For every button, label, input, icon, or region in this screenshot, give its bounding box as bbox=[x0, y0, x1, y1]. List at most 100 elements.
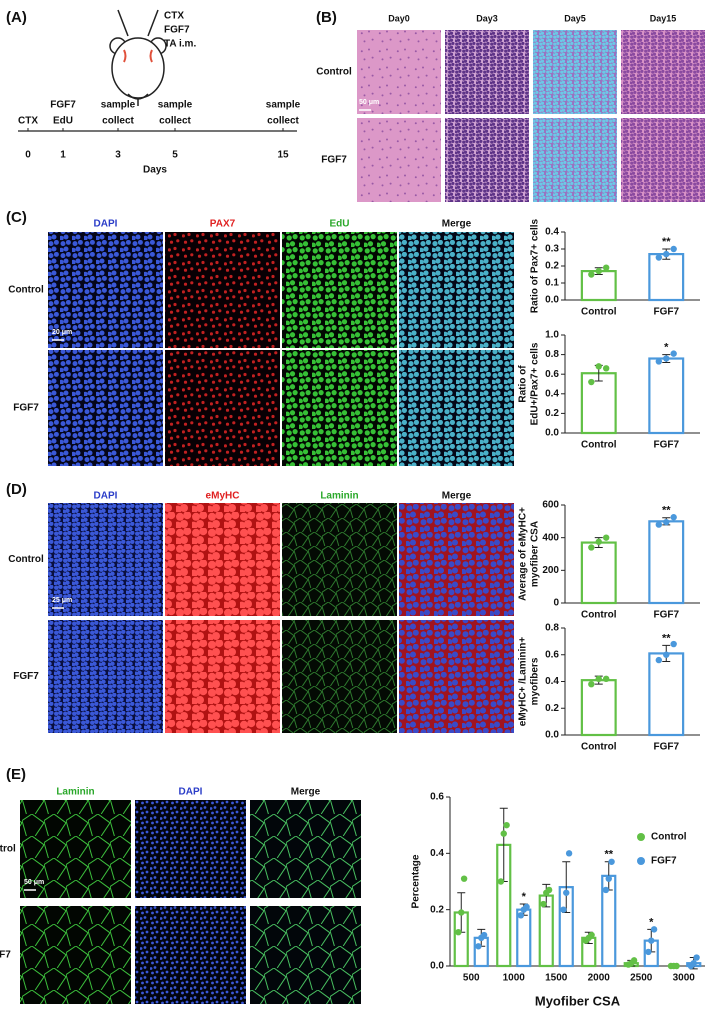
data-point bbox=[602, 534, 610, 541]
bar bbox=[648, 357, 685, 435]
label: Laminin bbox=[320, 491, 358, 502]
label: FGF7 bbox=[653, 307, 679, 318]
data-point bbox=[693, 954, 700, 961]
micrograph-texture bbox=[399, 232, 514, 348]
label: 25 μm bbox=[52, 597, 72, 604]
label: * bbox=[664, 342, 669, 354]
label: Control bbox=[0, 844, 16, 855]
label: FGF7 bbox=[164, 25, 190, 36]
label: 400 bbox=[542, 532, 559, 543]
mouse-illustration bbox=[109, 9, 167, 106]
bar bbox=[580, 372, 617, 435]
label: ** bbox=[604, 849, 613, 861]
label: 0.0 bbox=[430, 961, 444, 972]
label: FGF7 bbox=[13, 671, 39, 682]
bar bbox=[648, 520, 685, 605]
micrograph-texture bbox=[165, 503, 280, 616]
label: 0.4 bbox=[545, 388, 559, 399]
data-point bbox=[663, 250, 670, 258]
micrograph-texture bbox=[621, 118, 705, 202]
label: collect bbox=[159, 116, 191, 127]
micrograph-texture bbox=[282, 232, 397, 348]
label: CTX bbox=[164, 11, 184, 22]
micrograph-texture bbox=[135, 800, 246, 898]
label: 0.4 bbox=[545, 676, 559, 687]
label: Ratio of Pax7+ cells bbox=[530, 218, 541, 313]
micrograph-texture bbox=[357, 118, 441, 202]
label: sample bbox=[101, 100, 136, 111]
label: Merge bbox=[442, 219, 472, 230]
data-point bbox=[560, 906, 567, 913]
micrograph-texture bbox=[399, 503, 514, 616]
data-point bbox=[670, 350, 677, 357]
label: Merge bbox=[442, 491, 472, 502]
label: 0.2 bbox=[545, 408, 559, 419]
micrograph-texture bbox=[399, 350, 514, 466]
data-point bbox=[565, 850, 573, 857]
legend-marker bbox=[637, 857, 645, 865]
label: DAPI bbox=[94, 219, 118, 230]
label: 5 bbox=[172, 150, 178, 161]
label: (C) bbox=[6, 209, 27, 226]
label: 0 bbox=[553, 598, 559, 609]
label: 0.3 bbox=[545, 244, 559, 255]
data-point bbox=[540, 900, 547, 908]
micrograph-texture bbox=[533, 118, 617, 202]
label: 0.4 bbox=[430, 848, 444, 859]
label: Control bbox=[316, 67, 352, 78]
label: sample bbox=[266, 100, 301, 111]
label: 15 bbox=[277, 150, 289, 161]
micrograph-texture bbox=[250, 906, 361, 1004]
label: 2000 bbox=[588, 973, 611, 984]
label: Control bbox=[581, 742, 617, 753]
label: DAPI bbox=[94, 491, 118, 502]
micrograph-texture bbox=[165, 620, 280, 733]
micrograph-texture bbox=[48, 620, 163, 733]
data-point bbox=[588, 544, 595, 551]
label: 0.2 bbox=[430, 904, 444, 915]
label: FGF7 bbox=[653, 742, 679, 753]
label: collect bbox=[267, 116, 299, 127]
data-point bbox=[595, 267, 602, 275]
label: 0.6 bbox=[430, 792, 444, 803]
data-point bbox=[645, 948, 652, 956]
label: EdU+/Pax7+ cells bbox=[530, 342, 541, 425]
micrograph-texture bbox=[445, 30, 529, 114]
micrograph-texture bbox=[48, 503, 163, 616]
label: (D) bbox=[6, 481, 27, 498]
data-point bbox=[497, 878, 505, 885]
label: myofiber CSA bbox=[530, 521, 541, 587]
data-point bbox=[663, 355, 670, 362]
micrograph-texture bbox=[165, 350, 280, 466]
label: * bbox=[649, 916, 654, 928]
label: 3000 bbox=[673, 973, 696, 984]
data-point bbox=[670, 245, 677, 253]
micrograph-texture bbox=[20, 906, 131, 1004]
label: (A) bbox=[6, 9, 27, 26]
label: Control bbox=[8, 285, 44, 296]
label: Ratio of bbox=[518, 365, 529, 403]
label: 0.4 bbox=[545, 227, 559, 238]
label: FGF7 bbox=[653, 440, 679, 451]
data-point bbox=[595, 538, 602, 545]
data-point bbox=[480, 931, 488, 939]
label: 1 bbox=[60, 150, 66, 161]
data-point bbox=[630, 957, 638, 964]
label: 1.0 bbox=[545, 330, 559, 341]
data-point bbox=[673, 962, 680, 970]
data-point bbox=[655, 521, 663, 528]
data-point bbox=[602, 886, 610, 894]
micrograph-texture bbox=[165, 232, 280, 348]
bar bbox=[648, 253, 685, 302]
data-point bbox=[648, 937, 655, 944]
micrograph-texture bbox=[250, 800, 361, 898]
data-point bbox=[650, 926, 658, 933]
label: 0.6 bbox=[545, 369, 559, 380]
micrograph-texture bbox=[20, 800, 131, 898]
data-point bbox=[655, 254, 663, 261]
label: ** bbox=[662, 505, 671, 517]
data-point bbox=[455, 929, 462, 936]
micrograph-texture bbox=[357, 30, 441, 114]
data-point bbox=[545, 886, 553, 894]
